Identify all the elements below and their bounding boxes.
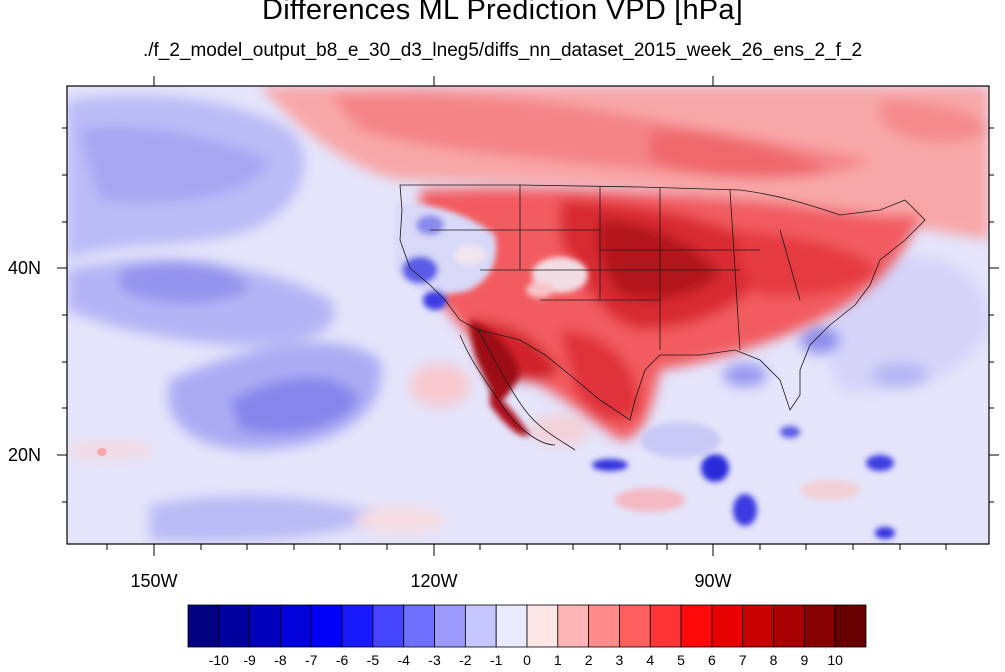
colorbar-label: -5 xyxy=(366,652,380,668)
colorbar-swatch xyxy=(495,604,528,648)
lon-ticks xyxy=(106,76,947,556)
colorbar-swatch xyxy=(711,604,744,648)
colorbar-label: -7 xyxy=(305,652,318,668)
lon-label-90w: 90W xyxy=(694,571,732,591)
colorbar-label: -3 xyxy=(428,652,441,668)
colorbar-label: 5 xyxy=(677,652,685,668)
colorbar-label: -6 xyxy=(335,652,349,668)
colorbar-swatch xyxy=(619,604,651,648)
colorbar-label: -1 xyxy=(489,652,503,668)
colorbar-label: 8 xyxy=(769,652,778,668)
colorbar-swatch xyxy=(773,604,805,648)
colorbar-label: 10 xyxy=(827,652,843,668)
colorbar-swatch xyxy=(187,604,220,648)
colorbar-label: 4 xyxy=(646,652,655,668)
colorbar-label: 0 xyxy=(523,652,531,668)
lon-label-120w: 120W xyxy=(410,571,458,591)
colorbar-swatch xyxy=(557,604,590,648)
colorbar-label: -8 xyxy=(274,652,287,668)
colorbar-swatch xyxy=(834,604,867,648)
colorbar-label: 1 xyxy=(553,652,562,668)
colorbar-label: -9 xyxy=(243,652,256,668)
lon-label-150w: 150W xyxy=(130,571,178,591)
colorbar-label: -2 xyxy=(459,652,472,668)
colorbar-swatch xyxy=(249,604,281,648)
colorbar-swatch xyxy=(403,604,435,648)
map-subtitle: ./f_2_model_output_b8_e_30_d3_lneg5/diff… xyxy=(142,40,863,61)
colorbar-label: 7 xyxy=(738,652,747,668)
colorbar-swatch xyxy=(310,604,343,648)
colorbar-label: 3 xyxy=(615,652,624,668)
colorbar-label: -10 xyxy=(208,652,229,668)
colorbar-swatch xyxy=(803,604,836,648)
colorbar-swatch xyxy=(742,604,774,648)
colorbar-swatch xyxy=(372,604,405,648)
colorbar-swatch xyxy=(434,604,466,648)
lat-label-20n: 20N xyxy=(8,445,42,465)
difference-field xyxy=(67,86,989,544)
colorbar-label: 6 xyxy=(708,652,716,668)
colorbar xyxy=(187,604,867,648)
colorbar-swatch xyxy=(280,604,312,648)
colorbar-swatch xyxy=(588,604,620,648)
colorbar-swatch xyxy=(526,604,559,648)
colorbar-swatch xyxy=(680,604,713,648)
colorbar-label: 9 xyxy=(800,652,809,668)
colorbar-swatch xyxy=(464,604,497,648)
lat-ticks xyxy=(57,127,999,503)
colorbar-swatch xyxy=(649,604,682,648)
lat-label-40n: 40N xyxy=(8,258,42,278)
map-title: Differences ML Prediction VPD [hPa] xyxy=(262,0,743,26)
colorbar-swatch xyxy=(341,604,374,648)
colorbar-label: 2 xyxy=(584,652,593,668)
colorbar-swatch xyxy=(218,604,251,648)
colorbar-label: -4 xyxy=(397,652,410,668)
